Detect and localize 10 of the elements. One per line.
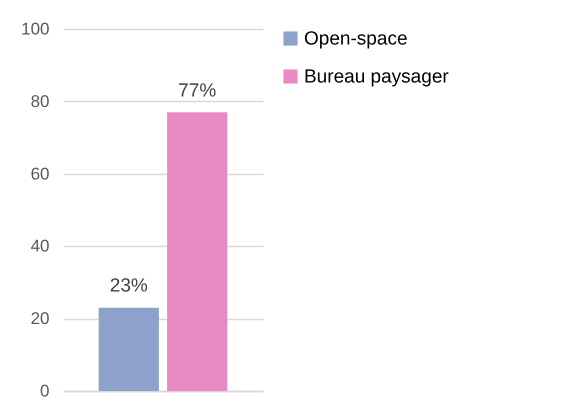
legend-label: Open-space <box>304 28 408 50</box>
y-tick-label: 80 <box>30 92 50 111</box>
y-tick-label: 60 <box>30 164 50 184</box>
y-tick-label: 100 <box>21 20 50 38</box>
data-label: 23% <box>110 276 148 297</box>
data-label: 77% <box>178 80 216 102</box>
y-tick-label: 40 <box>30 236 50 256</box>
y-tick-label: 0 <box>40 382 50 400</box>
y-tick-label: 20 <box>30 309 50 328</box>
legend-label: Bureau paysager <box>304 66 450 88</box>
